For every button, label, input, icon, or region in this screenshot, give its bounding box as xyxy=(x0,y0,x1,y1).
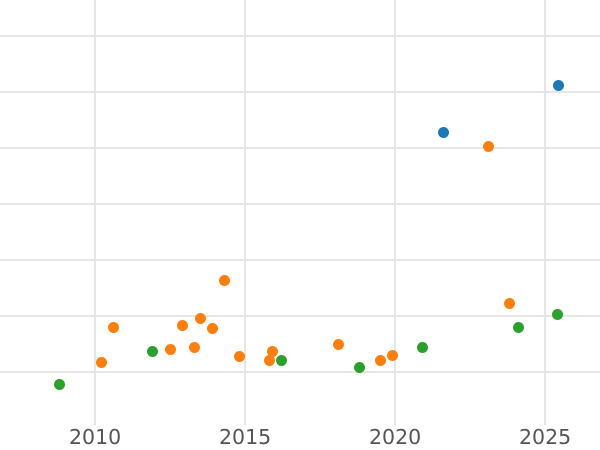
gridline-horizontal xyxy=(0,91,600,93)
gridline-horizontal xyxy=(0,259,600,261)
data-point-orange xyxy=(164,344,176,356)
gridline-horizontal xyxy=(0,315,600,317)
x-tick-label: 2020 xyxy=(369,425,422,449)
data-point-orange xyxy=(332,338,344,350)
data-point-orange xyxy=(194,313,206,325)
x-tick-label: 2015 xyxy=(219,425,272,449)
data-point-orange xyxy=(374,355,386,367)
data-point-orange xyxy=(266,345,278,357)
data-point-orange xyxy=(176,320,188,332)
data-point-orange xyxy=(386,350,398,362)
data-point-green xyxy=(146,345,158,357)
data-point-blue xyxy=(553,80,565,92)
data-point-orange xyxy=(206,322,218,334)
data-point-green xyxy=(512,322,524,334)
data-point-blue xyxy=(437,127,449,139)
gridline-horizontal xyxy=(0,35,600,37)
x-tick-label: 2025 xyxy=(519,425,572,449)
x-tick-label: 2010 xyxy=(69,425,122,449)
data-point-orange xyxy=(218,275,230,287)
data-point-green xyxy=(53,378,65,390)
data-point-orange xyxy=(233,351,245,363)
gridline-horizontal xyxy=(0,147,600,149)
data-point-green xyxy=(551,308,563,320)
data-point-orange xyxy=(263,355,275,367)
gridline-vertical xyxy=(394,0,396,425)
gridline-horizontal xyxy=(0,371,600,373)
data-point-orange xyxy=(188,342,200,354)
gridline-horizontal xyxy=(0,203,600,205)
gridline-vertical xyxy=(544,0,546,425)
plot-area xyxy=(0,0,600,425)
data-point-orange xyxy=(107,321,119,333)
data-point-orange xyxy=(482,141,494,153)
data-point-orange xyxy=(503,297,515,309)
data-point-green xyxy=(275,355,287,367)
data-point-green xyxy=(416,342,428,354)
data-point-green xyxy=(353,362,365,374)
gridline-vertical xyxy=(94,0,96,425)
data-point-orange xyxy=(95,357,107,369)
gridline-vertical xyxy=(244,0,246,425)
